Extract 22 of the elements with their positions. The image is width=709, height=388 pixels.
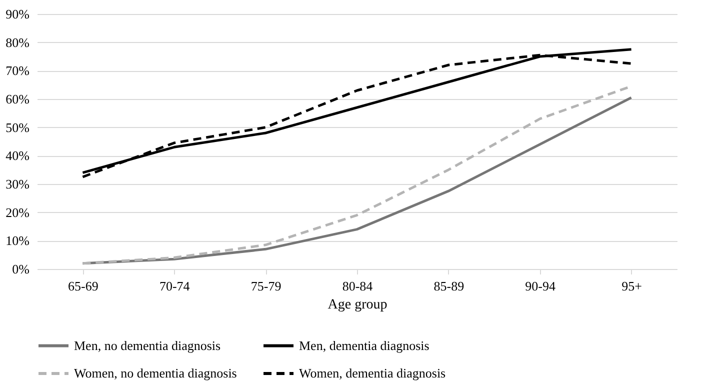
x-tick-label: 85-89 — [434, 278, 464, 294]
x-tick-label: 75-79 — [250, 278, 282, 294]
legend-label: Men, no dementia diagnosis — [74, 338, 221, 353]
x-tick-label: 95+ — [622, 278, 642, 294]
legend-label: Men, dementia diagnosis — [299, 338, 430, 353]
y-tick-label: 50% — [6, 120, 30, 135]
x-tick-label: 70-74 — [159, 278, 190, 294]
y-tick-label: 30% — [6, 176, 30, 192]
y-tick-label: 70% — [6, 63, 30, 78]
y-tick-label: 80% — [6, 34, 30, 50]
legend-label: Women, no dementia diagnosis — [74, 366, 237, 380]
y-tick-label: 40% — [6, 148, 30, 164]
legend-label: Women, dementia diagnosis — [299, 366, 446, 380]
y-tick-label: 0% — [12, 262, 30, 276]
x-tick-label: 65-69 — [68, 278, 98, 294]
y-tick-label: 90% — [6, 6, 30, 22]
x-tick-label: 80-84 — [342, 278, 374, 294]
y-tick-label: 60% — [6, 92, 30, 106]
y-tick-label: 10% — [6, 233, 30, 248]
x-tick-label: 90-94 — [525, 278, 556, 294]
y-tick-label: 20% — [6, 204, 30, 220]
x-axis-title: Age group — [328, 298, 388, 312]
